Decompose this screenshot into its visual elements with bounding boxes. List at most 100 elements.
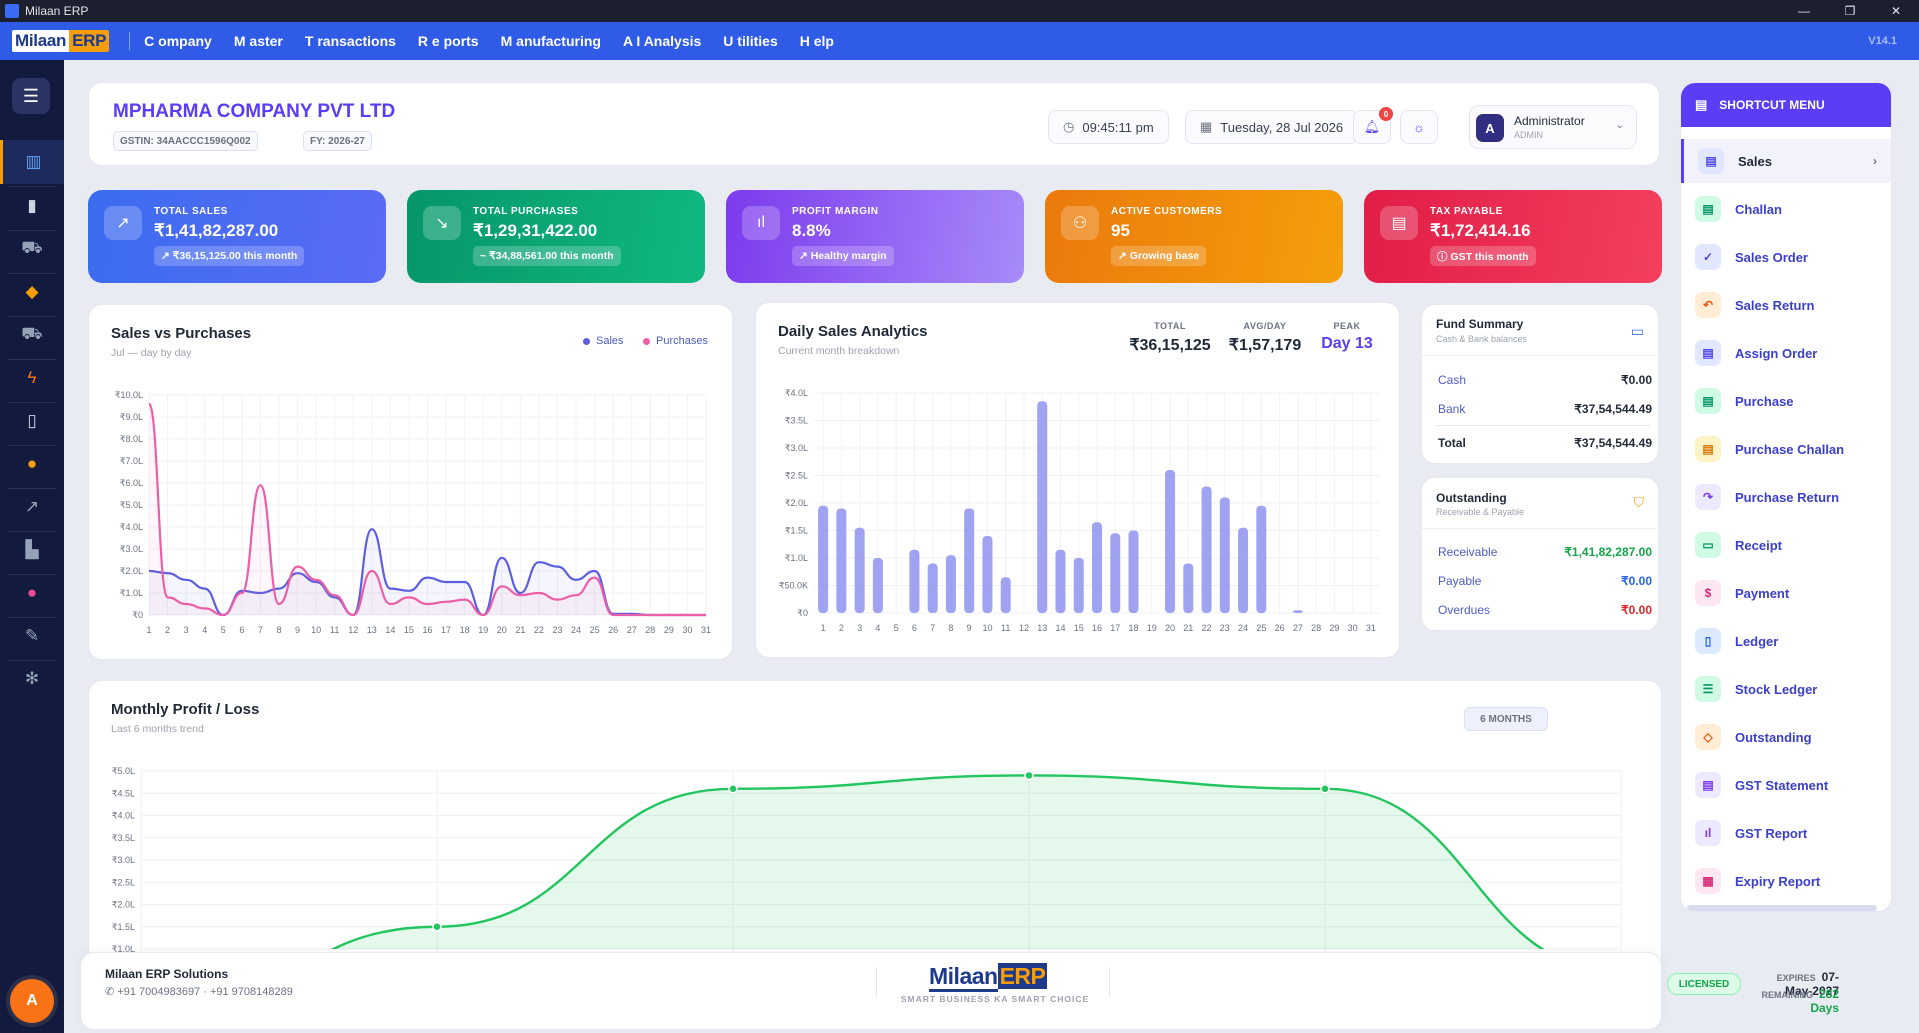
bar-day-23[interactable] <box>1219 497 1230 614</box>
shortcut-icon: ✓ <box>1695 244 1721 270</box>
sidebar-item-1[interactable]: ▮ <box>0 184 64 228</box>
bar-day-2[interactable] <box>836 508 847 614</box>
sidebar-item-8[interactable]: ↗ <box>0 485 64 529</box>
y-tick-label: ₹1.5L <box>112 922 135 932</box>
shortcut-purchase[interactable]: ▤ Purchase <box>1681 379 1891 423</box>
sidebar-item-4[interactable]: ⛟ <box>0 313 64 357</box>
bar-day-17[interactable] <box>1110 533 1121 613</box>
minimize-icon[interactable]: — <box>1798 4 1810 18</box>
shortcut-sales[interactable]: ▤ Sales › <box>1681 139 1891 183</box>
stat-card-active-customers[interactable]: ⚇ ACTIVE CUSTOMERS 95 ↗ Growing base <box>1045 190 1343 283</box>
shortcut-sales-order[interactable]: ✓ Sales Order <box>1681 235 1891 279</box>
sidebar-item-7[interactable]: ● <box>0 442 64 486</box>
bar-day-14[interactable] <box>1055 549 1066 613</box>
horizontal-scrollbar[interactable] <box>1687 905 1877 911</box>
x-tick-label: 3 <box>857 623 862 633</box>
shortcut-receipt[interactable]: ▭ Receipt <box>1681 523 1891 567</box>
bar-day-7[interactable] <box>927 563 938 614</box>
stat-card-profit-margin[interactable]: ıl PROFIT MARGIN 8.8% ↗ Healthy margin <box>726 190 1024 283</box>
shortcut-gst-report[interactable]: ıl GST Report <box>1681 811 1891 855</box>
avg-stat: AVG/DAY ₹1,57,179 <box>1220 321 1310 355</box>
bar-day-21[interactable] <box>1183 563 1194 614</box>
stat-card-tax-payable[interactable]: ▤ TAX PAYABLE ₹1,72,414.16 ⓘ GST this month <box>1364 190 1662 283</box>
dashboard-icon: ▥ <box>25 152 42 171</box>
bar-day-18[interactable] <box>1128 530 1139 614</box>
sidebar-item-0[interactable]: ▥ <box>0 140 64 184</box>
months-range-button[interactable]: 6 MONTHS <box>1464 707 1548 731</box>
sidebar-divider <box>8 531 56 532</box>
bar-day-6[interactable] <box>909 549 920 613</box>
notification-button[interactable]: 🔔︎ 0 <box>1353 107 1393 144</box>
bar-day-20[interactable] <box>1165 470 1176 613</box>
restore-icon[interactable]: ❐ <box>1844 4 1856 18</box>
menu-manufacturing[interactable]: M anufacturing <box>500 33 601 49</box>
shortcut-ledger[interactable]: ▯ Ledger <box>1681 619 1891 663</box>
user-menu[interactable]: A Administrator ADMIN ⌄ <box>1469 105 1637 149</box>
profit-point-2[interactable] <box>728 784 738 794</box>
bar-day-25[interactable] <box>1256 505 1267 613</box>
shortcut-purchase-challan[interactable]: ▤ Purchase Challan <box>1681 427 1891 471</box>
bar-day-8[interactable] <box>945 555 956 613</box>
legend-sales[interactable]: Sales <box>583 335 624 347</box>
x-tick-label: 6 <box>239 625 244 635</box>
bar-day-22[interactable] <box>1201 486 1212 614</box>
sidebar-toggle-button[interactable]: ☰ <box>12 78 50 114</box>
shortcut-sales-return[interactable]: ↶ Sales Return <box>1681 283 1891 327</box>
shortcut-icon: ▤ <box>1695 388 1721 414</box>
menu-master[interactable]: M aster <box>233 33 283 49</box>
sidebar-item-11[interactable]: ✎ <box>0 614 64 658</box>
legend-purchases[interactable]: Purchases <box>643 335 708 347</box>
shortcut-outstanding[interactable]: ◇ Outstanding <box>1681 715 1891 759</box>
shortcut-gst-statement[interactable]: ▤ GST Statement <box>1681 763 1891 807</box>
bar-day-1[interactable] <box>818 505 829 613</box>
profit-point-1[interactable] <box>432 922 442 932</box>
sidebar-item-3[interactable]: ◆ <box>0 270 64 314</box>
bar-day-4[interactable] <box>872 558 883 613</box>
stat-card-total-sales[interactable]: ↗ TOTAL SALES ₹1,41,82,287.00 ↗ ₹36,15,125.… <box>88 190 386 283</box>
shortcut-stock-ledger[interactable]: ☰ Stock Ledger <box>1681 667 1891 711</box>
cart-icon: ⛟ <box>21 324 43 343</box>
sales-purchases-line-chart: ₹0 ₹1.0L ₹2.0L ₹3.0L ₹4.0L ₹5.0L ₹6.0L ₹7.0L ₹8.… <box>115 390 711 635</box>
sidebar-item-12[interactable]: ✻ <box>0 657 64 701</box>
menu-help[interactable]: H elp <box>799 33 834 49</box>
bar-day-10[interactable] <box>982 536 993 613</box>
shortcut-label: Assign Order <box>1735 345 1818 361</box>
shortcut-purchase-return[interactable]: ↷ Purchase Return <box>1681 475 1891 519</box>
bar-day-16[interactable] <box>1092 522 1102 613</box>
shortcut-label: Purchase Return <box>1735 489 1840 505</box>
x-tick-label: 26 <box>1275 623 1285 633</box>
shortcut-assign-order[interactable]: ▤ Assign Order <box>1681 331 1891 375</box>
shortcut-expiry-report[interactable]: ▦ Expiry Report <box>1681 859 1891 903</box>
profit-point-4[interactable] <box>1320 784 1330 794</box>
sidebar-item-9[interactable]: ▙ <box>0 528 64 572</box>
outstanding-label: Payable <box>1438 574 1482 588</box>
x-tick-label: 19 <box>1147 623 1157 633</box>
sidebar-item-6[interactable]: ▯ <box>0 399 64 443</box>
menu-reports[interactable]: R e ports <box>417 33 479 49</box>
user-avatar[interactable]: A <box>10 979 54 1023</box>
bar-day-3[interactable] <box>854 527 865 613</box>
sidebar-item-10[interactable]: ● <box>0 571 64 615</box>
sidebar-item-2[interactable]: ⛟ <box>0 227 64 271</box>
bar-day-13[interactable] <box>1037 401 1048 613</box>
outstanding-value: ₹0.00 <box>1621 603 1652 617</box>
shortcut-payment[interactable]: $ Payment <box>1681 571 1891 615</box>
bar-day-15[interactable] <box>1073 558 1084 613</box>
bar-day-24[interactable] <box>1238 527 1249 613</box>
menu-transactions[interactable]: T ransactions <box>304 33 396 49</box>
shortcut-label: Purchase <box>1735 393 1794 409</box>
shortcut-challan[interactable]: ▤ Challan <box>1681 187 1891 231</box>
bar-day-11[interactable] <box>1000 577 1011 613</box>
bar-day-27[interactable] <box>1292 610 1303 613</box>
menu-ai-analysis[interactable]: A I Analysis <box>622 33 702 49</box>
menu-utilities[interactable]: U tilities <box>723 33 778 49</box>
menu-company[interactable]: C ompany <box>144 33 212 49</box>
profit-point-3[interactable] <box>1024 770 1034 781</box>
theme-toggle-button[interactable]: ☼ <box>1400 110 1438 144</box>
sidebar-item-5[interactable]: ϟ <box>0 356 64 400</box>
shortcut-icon: ıl <box>1695 820 1721 846</box>
chevron-right-icon: › <box>1873 154 1877 168</box>
stat-card-total-purchases[interactable]: ↘ TOTAL PURCHASES ₹1,29,31,422.00 ~ ₹34,88,… <box>407 190 705 283</box>
bar-day-9[interactable] <box>964 508 975 614</box>
close-icon[interactable]: ✕ <box>1890 4 1902 18</box>
